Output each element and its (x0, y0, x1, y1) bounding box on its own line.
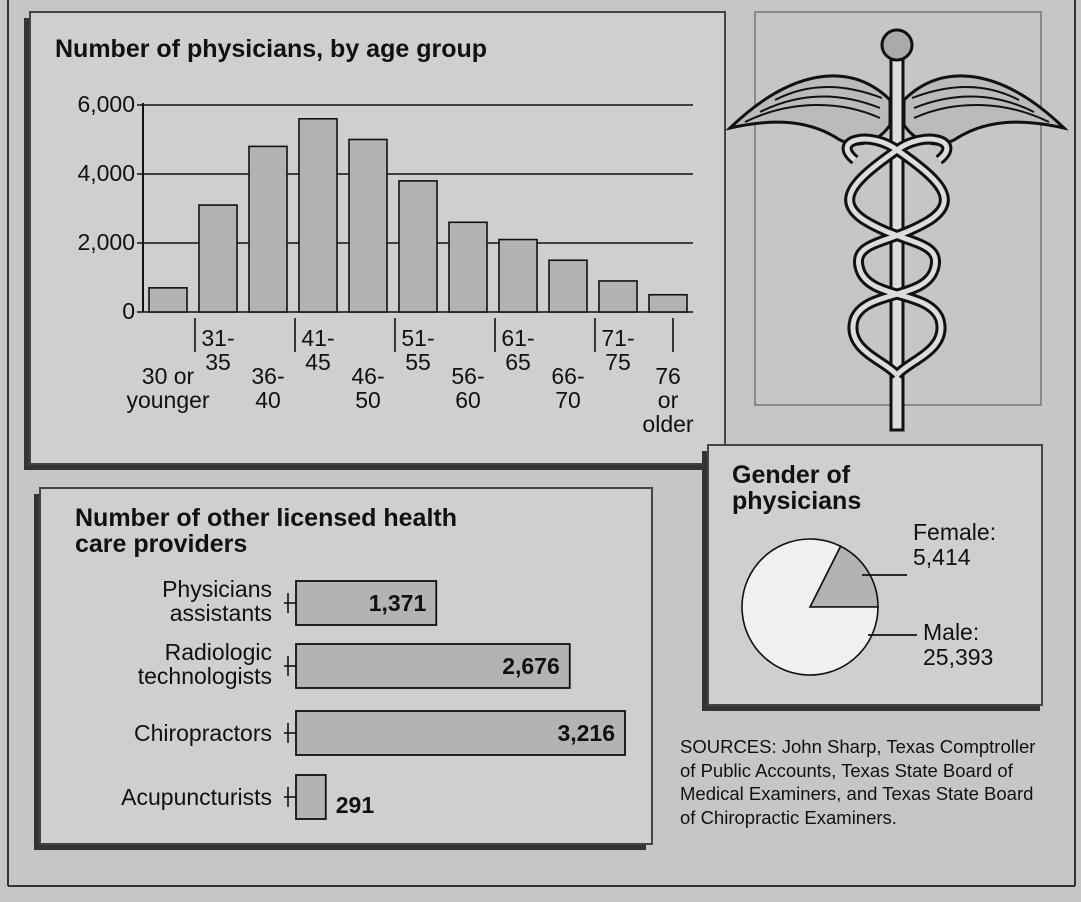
value-label: 25,393 (923, 645, 993, 669)
bar (499, 240, 537, 312)
x-tick-label: 66-70 (551, 364, 584, 412)
bar (199, 205, 237, 312)
x-tick-label: 31-35 (201, 326, 234, 374)
sources-note: SOURCES: John Sharp, Texas Comptroller o… (680, 735, 1040, 830)
value-label: 3,216 (557, 721, 615, 745)
bar (299, 119, 337, 312)
y-tick-label: 0 (122, 299, 135, 323)
x-tick-label: 41-45 (301, 326, 334, 374)
bar (349, 140, 387, 313)
value-label: 1,371 (369, 591, 427, 615)
bar (296, 775, 326, 819)
y-tick-label: 2,000 (77, 230, 135, 254)
caduceus (730, 30, 1064, 430)
x-tick-label: 61-65 (501, 326, 534, 374)
bar (449, 222, 487, 312)
value-label: 5,414 (913, 545, 971, 569)
bar (249, 146, 287, 312)
x-tick-label: 56-60 (451, 364, 484, 412)
value-label: 2,676 (502, 654, 560, 678)
category-label: Female: (913, 520, 996, 544)
chart-title: Gender of physicians (732, 462, 912, 515)
bar (149, 288, 187, 312)
chart-title: Number of other licensed health care pro… (75, 505, 475, 558)
bar (649, 295, 687, 312)
y-tick-label: 4,000 (77, 161, 135, 185)
x-tick-label: 36-40 (251, 364, 284, 412)
infographic: Number of physicians, by age group Numbe… (0, 0, 1081, 902)
chart-title: Number of physicians, by age group (55, 36, 487, 62)
x-tick-label: 51-55 (401, 326, 434, 374)
category-label: Physicians assistants (82, 577, 272, 625)
x-tick-label: 30 or younger (126, 364, 209, 412)
bar (599, 281, 637, 312)
x-tick-label: 76 or older (642, 364, 693, 436)
category-label: Acupuncturists (82, 785, 272, 809)
bar (399, 181, 437, 312)
x-tick-label: 46-50 (351, 364, 384, 412)
bar (549, 260, 587, 312)
y-tick-label: 6,000 (77, 92, 135, 116)
category-label: Radiologic technologists (82, 640, 272, 688)
category-label: Chiropractors (82, 721, 272, 745)
value-label: 291 (336, 793, 374, 817)
category-label: Male: (923, 620, 979, 644)
x-tick-label: 71-75 (601, 326, 634, 374)
